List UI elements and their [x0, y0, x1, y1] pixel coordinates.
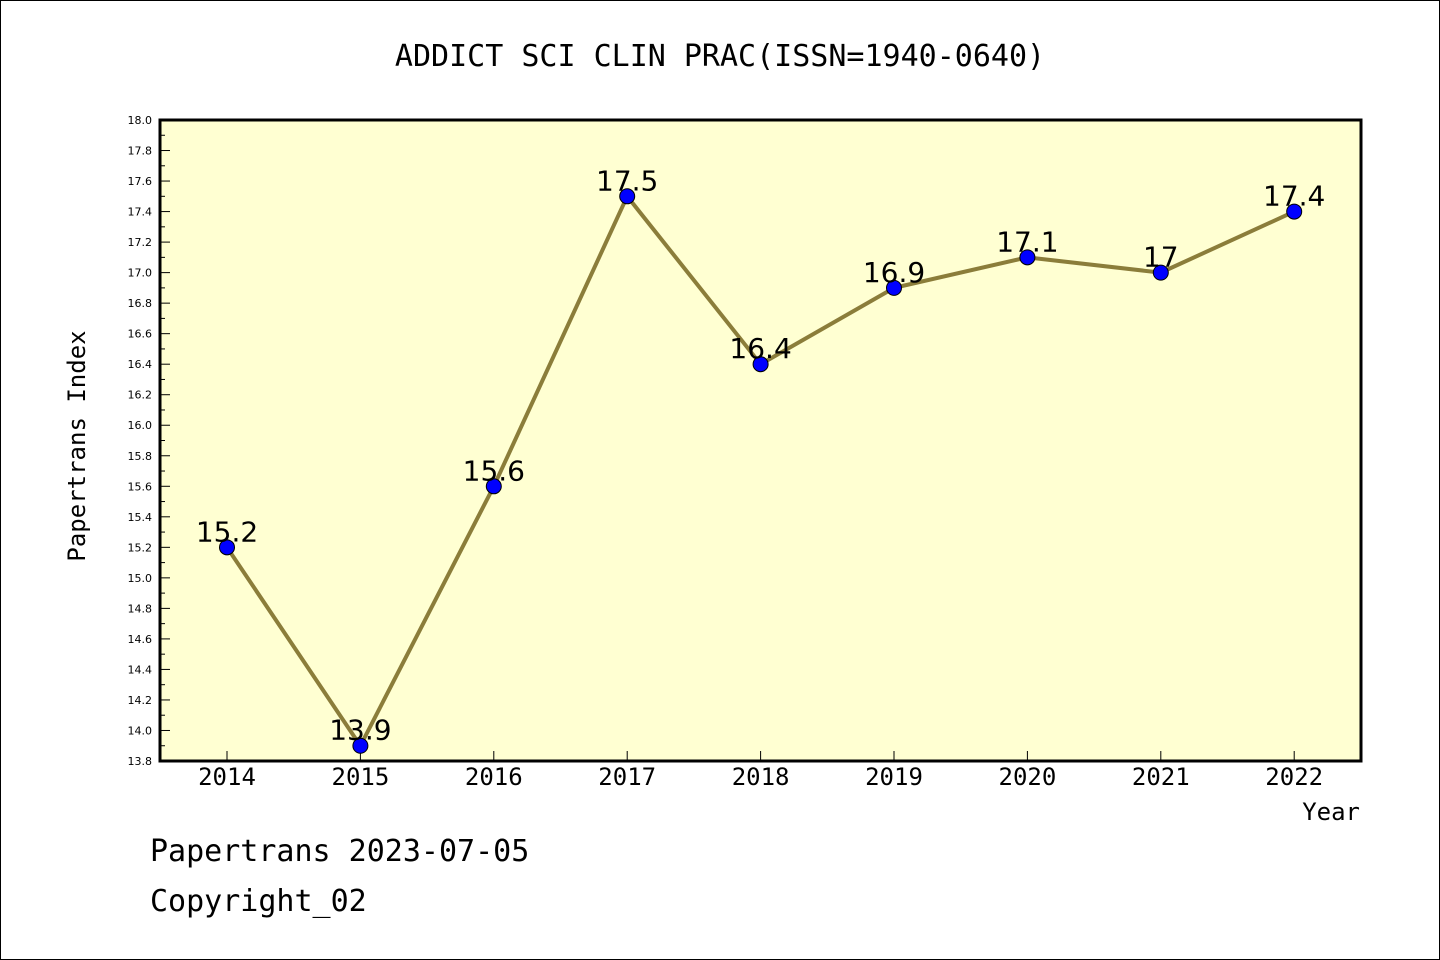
y-tick-label: 17.0 — [128, 267, 153, 280]
y-tick-label: 16.2 — [128, 389, 153, 402]
x-tick-label: 2019 — [865, 763, 923, 791]
data-point — [752, 356, 769, 373]
y-tick-label: 17.4 — [128, 206, 153, 219]
data-label: 16.9 — [863, 256, 925, 289]
y-tick-label: 18.0 — [128, 114, 153, 127]
x-tick-label: 2016 — [465, 763, 523, 791]
y-tick-label: 16.8 — [128, 297, 153, 310]
x-tick-label: 2020 — [999, 763, 1057, 791]
data-label: 17.5 — [596, 164, 658, 197]
y-tick-label: 17.8 — [128, 145, 153, 158]
footer-date: Papertrans 2023-07-05 — [150, 834, 530, 869]
data-point — [619, 188, 636, 205]
y-tick-label: 14.8 — [128, 602, 153, 615]
y-tick-label: 17.2 — [128, 236, 153, 249]
y-tick-label: 15.4 — [128, 511, 153, 524]
plot-border — [158, 118, 1363, 763]
y-tick-label: 14.0 — [128, 724, 153, 737]
data-label: 15.2 — [196, 515, 258, 548]
chart-title: ADDICT SCI CLIN PRAC(ISSN=1940-0640) — [395, 39, 1045, 74]
plot-area — [160, 120, 1361, 761]
data-point — [1019, 249, 1036, 266]
x-axis-label: Year — [1302, 798, 1360, 826]
y-axis-label: Papertrans Index — [63, 330, 91, 561]
data-label: 16.4 — [729, 332, 791, 365]
y-tick-label: 14.2 — [128, 694, 153, 707]
data-label: 15.6 — [463, 454, 525, 487]
x-tick-label: 2017 — [598, 763, 656, 791]
data-point — [219, 539, 235, 556]
y-tick-label: 13.8 — [128, 755, 153, 768]
data-point — [886, 279, 902, 296]
data-markers — [219, 188, 1303, 754]
data-labels: 15.2 13.9 15.6 17.5 16.4 16.9 17.1 17 17.4 — [196, 164, 1326, 746]
y-tick-label: 16.4 — [128, 358, 153, 371]
x-tick-label: 2021 — [1132, 763, 1190, 791]
data-label: 17.4 — [1263, 180, 1325, 213]
y-tick-label: 15.0 — [128, 572, 153, 585]
data-label: 17.1 — [996, 225, 1058, 258]
x-axis: 2014 2015 2016 2017 2018 2019 2020 2021 2022 — [198, 751, 1323, 791]
y-tick-label: 15.8 — [128, 450, 153, 463]
y-tick-label: 14.6 — [128, 633, 153, 646]
y-axis: 13.8 14.0 14.2 14.4 14.6 14.8 15.0 15.2 15.4 15.6… — [128, 114, 170, 768]
data-point — [352, 737, 369, 754]
x-tick-label: 2015 — [332, 763, 390, 791]
y-tick-label: 17.6 — [128, 175, 153, 188]
x-tick-label: 2014 — [198, 763, 256, 791]
y-tick-label: 15.6 — [128, 480, 153, 493]
data-point — [485, 478, 502, 495]
y-tick-label: 14.4 — [128, 663, 153, 676]
y-tick-label: 15.2 — [128, 541, 153, 554]
x-tick-label: 2022 — [1265, 763, 1323, 791]
data-point — [1152, 264, 1169, 281]
y-tick-label: 16.0 — [128, 419, 153, 432]
data-label: 17 — [1143, 241, 1179, 274]
data-point — [1286, 203, 1303, 220]
x-tick-label: 2018 — [732, 763, 790, 791]
y-tick-label: 16.6 — [128, 328, 153, 341]
footer-copyright: Copyright_02 — [150, 884, 367, 919]
data-label: 13.9 — [329, 714, 391, 747]
